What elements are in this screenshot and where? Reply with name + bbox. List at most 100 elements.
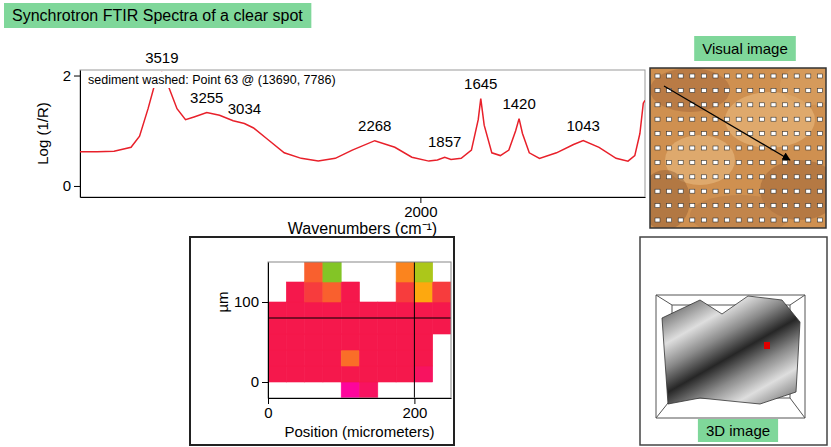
grid-dot (655, 74, 660, 78)
grid-dot (806, 218, 811, 222)
grid-dot (701, 117, 706, 121)
grid-dot (759, 218, 764, 222)
grid-dot (655, 88, 660, 92)
grid-dot (701, 160, 706, 164)
grid-dot (759, 117, 764, 121)
grid-dot (725, 189, 730, 193)
heat-cell (323, 302, 341, 318)
grid-dot (655, 218, 660, 222)
grid-dot (667, 74, 672, 78)
tick-label: 0 (63, 177, 71, 194)
axis-line (269, 398, 452, 399)
axis: 0100 (234, 263, 269, 399)
grid-dot (725, 204, 730, 208)
grid-dot (736, 117, 741, 121)
panel-label: 3D image (706, 422, 770, 439)
heat-cell (341, 334, 359, 350)
grid-dot (794, 189, 799, 193)
annotation-background (86, 72, 338, 88)
grid-dot (667, 132, 672, 136)
panel-label-background (698, 419, 778, 442)
title: Synchrotron FTIR Spectra of a clear spot (12, 7, 303, 24)
grid-dot (690, 175, 695, 179)
heat-cell (396, 366, 414, 382)
plot-area (268, 262, 451, 398)
grid-dot (725, 132, 730, 136)
grid-dot (690, 218, 695, 222)
grid-dot (725, 74, 730, 78)
grid-dot (701, 132, 706, 136)
grid-dot (713, 146, 718, 150)
tick: 100 (234, 293, 268, 310)
grid-dot (713, 103, 718, 107)
grid-dot (817, 204, 822, 208)
grid-dot (678, 146, 683, 150)
heat-cell (286, 302, 304, 318)
peak-label: 3519 (145, 49, 178, 66)
grid-dot (783, 88, 788, 92)
photo-frame (650, 68, 826, 228)
grid-dot (748, 103, 753, 107)
photo-blob (690, 195, 790, 228)
grid-dot (713, 204, 718, 208)
grid-dot (783, 132, 788, 136)
grid-dot (759, 146, 764, 150)
heat-cell (286, 350, 304, 366)
grid-dot (748, 218, 753, 222)
grid-dot (701, 146, 706, 150)
spectrum-line (80, 73, 645, 161)
grid-dot (736, 218, 741, 222)
heat-cell (396, 262, 414, 282)
grid-dot (690, 160, 695, 164)
grid-dot (771, 189, 776, 193)
grid-dot (690, 132, 695, 136)
grid-dot (725, 117, 730, 121)
grid-dot (678, 218, 683, 222)
grid-dot (794, 74, 799, 78)
heat-cell (286, 282, 304, 302)
heat-cell (360, 350, 378, 366)
heat-cell (323, 366, 341, 382)
grid-dot (701, 204, 706, 208)
tick-label: 2000 (404, 203, 437, 220)
grid-dot (817, 160, 822, 164)
x-axis-title: Wavenumbers (cm⁻¹) (288, 220, 437, 237)
grid-dot (771, 117, 776, 121)
grid-dot (725, 103, 730, 107)
heat-cell (414, 282, 432, 302)
heat-cell (341, 318, 359, 334)
grid-dot (817, 146, 822, 150)
axis-line (268, 263, 269, 399)
grid-dot (817, 189, 822, 193)
tick: 2000 (404, 197, 437, 220)
title-banner: Synchrotron FTIR Spectra of a clear spot (4, 3, 311, 28)
heat-cell (323, 262, 341, 282)
heat-cell (414, 334, 432, 350)
grid-dot (713, 74, 718, 78)
grid-dot (736, 74, 741, 78)
grid-dot (713, 218, 718, 222)
crosshair-vertical (414, 262, 415, 398)
heat-cell (305, 334, 323, 350)
grid-dot (817, 175, 822, 179)
heat-cell (378, 334, 396, 350)
tick-label: 0 (264, 404, 272, 421)
grid-dot (783, 146, 788, 150)
plot-frame (268, 262, 451, 398)
grid-dot (806, 103, 811, 107)
heat-cell (378, 366, 396, 382)
panel-frame (640, 237, 827, 445)
tick-label: 200 (402, 404, 427, 421)
selected-point (764, 342, 770, 349)
grid-dot (794, 117, 799, 121)
grid-dot (817, 88, 822, 92)
axis: 02 (63, 67, 81, 198)
grid-dot (725, 88, 730, 92)
grid-dot (748, 146, 753, 150)
grid-dot (748, 175, 753, 179)
heat-cell (396, 350, 414, 366)
grid-dot (667, 189, 672, 193)
grid-dot (725, 175, 730, 179)
grid-dot (771, 160, 776, 164)
peak-label: 1857 (428, 133, 461, 150)
